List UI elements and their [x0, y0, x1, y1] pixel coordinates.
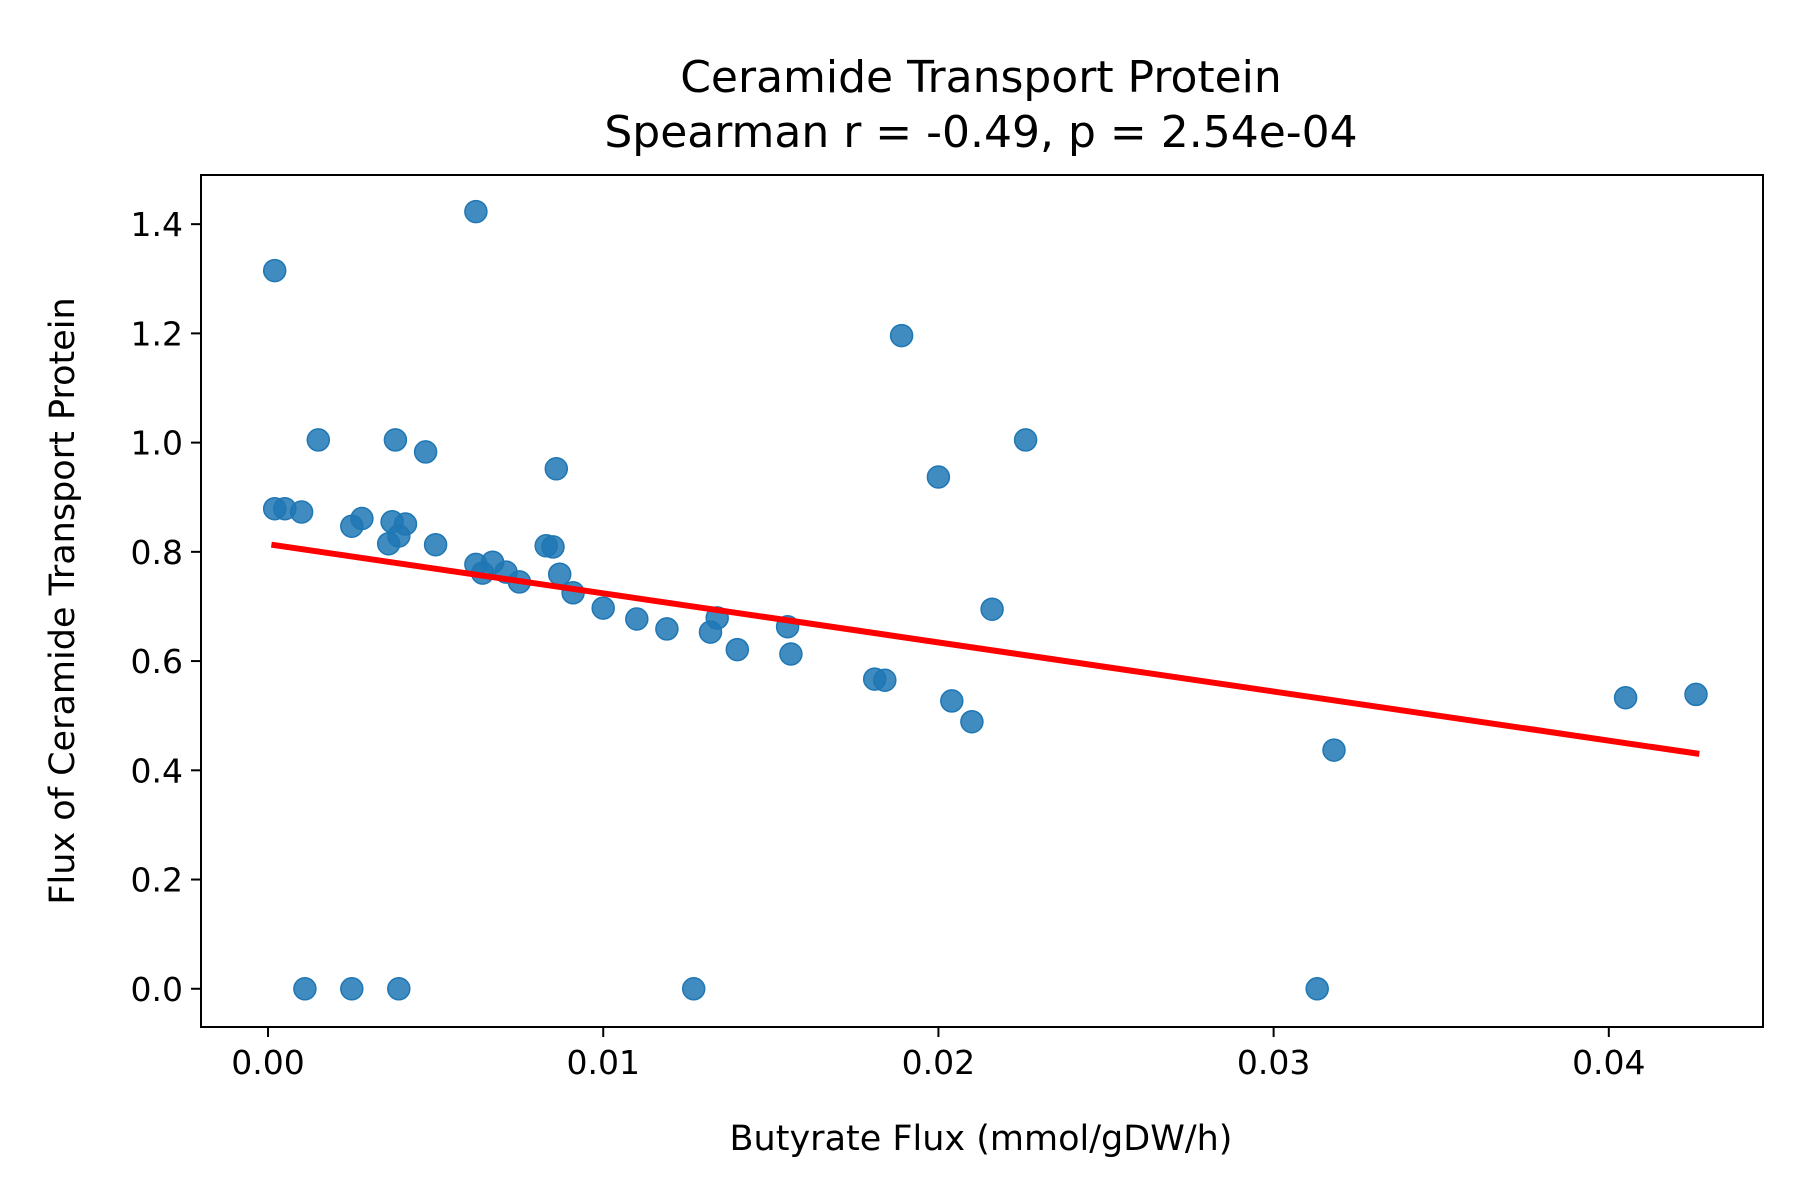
plot-frame [200, 174, 1764, 1028]
data-point [889, 323, 914, 348]
data-point [926, 465, 951, 489]
data-point [306, 428, 331, 452]
trend-line [270, 541, 1700, 757]
data-point [625, 607, 649, 631]
data-point [779, 642, 803, 666]
data-point [350, 506, 374, 531]
data-point [725, 637, 750, 662]
y-tick-label: 0.6 [131, 642, 183, 681]
data-point [541, 535, 565, 559]
data-point [960, 709, 984, 734]
y-tick-label: 0.4 [131, 751, 183, 790]
x-tick-label: 0.02 [902, 1043, 975, 1082]
x-tick-label: 0.00 [231, 1043, 304, 1082]
data-point [413, 440, 438, 464]
y-axis-label: Flux of Ceramide Transport Protein [43, 297, 83, 904]
data-point [376, 531, 401, 556]
x-tick-label: 0.04 [1572, 1043, 1645, 1082]
y-tick-label: 0.0 [131, 970, 183, 1009]
data-point [873, 668, 897, 692]
y-tick-label: 0.2 [131, 861, 183, 900]
data-point [289, 500, 314, 524]
x-tick-label: 0.01 [566, 1043, 639, 1082]
x-tick-label: 0.03 [1237, 1043, 1310, 1082]
y-tick-label: 1.4 [131, 205, 183, 244]
data-point [1305, 977, 1329, 1001]
chart-title: Ceramide Transport Protein [680, 52, 1282, 103]
y-tick-label: 1.2 [131, 314, 183, 353]
data-point [423, 532, 448, 557]
data-point [980, 597, 1004, 621]
data-point [544, 457, 569, 481]
data-point [681, 977, 706, 1001]
y-axis-ticks: 0.0 0.2 0.4 0.6 0.8 1.0 1.2 1.4 [131, 205, 201, 1009]
data-point [698, 620, 723, 644]
data-point [940, 689, 964, 713]
x-axis-ticks: 0.00 0.01 0.02 0.03 0.04 [231, 1027, 1646, 1082]
data-point [387, 977, 411, 1001]
trend-line-layer [270, 541, 1700, 757]
data-point [591, 596, 615, 620]
data-point [655, 617, 679, 641]
x-axis-label: Butyrate Flux (mmol/gDW/h) [730, 1119, 1233, 1159]
data-point [340, 977, 364, 1001]
data-point [547, 562, 572, 586]
chart-subtitle: Spearman r = -0.49, p = 2.54e-04 [604, 107, 1357, 158]
data-point [1684, 682, 1708, 707]
data-point [1613, 685, 1638, 710]
data-point [1322, 738, 1346, 762]
data-point [262, 258, 287, 283]
data-point [383, 428, 408, 452]
data-point [1013, 428, 1038, 452]
data-point [464, 199, 488, 224]
y-tick-label: 1.0 [131, 424, 183, 463]
data-point [293, 977, 317, 1001]
y-tick-label: 0.8 [131, 533, 183, 572]
data-points [262, 199, 1708, 1001]
